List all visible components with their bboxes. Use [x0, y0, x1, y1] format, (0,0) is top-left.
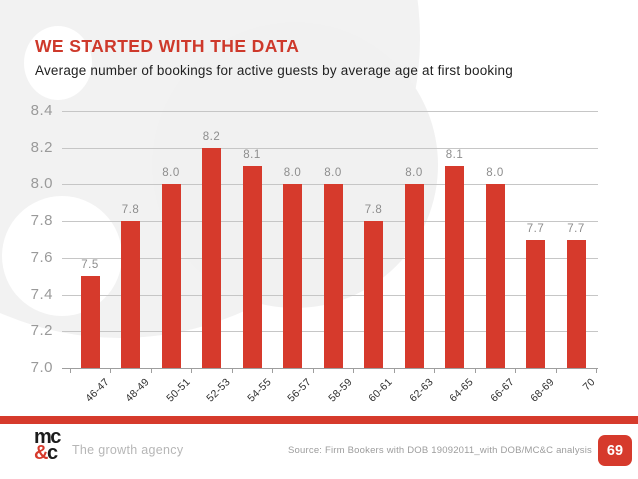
bar-value-label: 8.0 [283, 167, 302, 180]
x-axis-label: 56-57 [285, 376, 314, 405]
x-axis-tick [515, 369, 517, 373]
gridline [62, 147, 598, 149]
page-number: 69 [606, 442, 624, 459]
bar-value-label: 8.0 [405, 167, 423, 180]
bar [526, 239, 545, 368]
x-axis-tick [434, 369, 436, 373]
bar-chart: 8.4 8.2 8.0 7.8 7.6 7.4 7.2 7.0 7.5 7.8 8.0 8.2 8.1 8… [30, 102, 598, 405]
background-watermark-hole [24, 26, 92, 100]
x-axis-tick [272, 369, 274, 373]
logo-ampersand: & [34, 441, 48, 464]
x-axis-label: 60-61 [366, 376, 395, 405]
x-axis-label: 52-53 [204, 376, 233, 405]
bar-value-label: 7.5 [81, 259, 99, 272]
x-axis-label: 66-67 [487, 376, 517, 405]
bar-value-label: 8.2 [202, 130, 221, 143]
y-axis-label: 8.2 [30, 138, 53, 156]
gridline [62, 368, 598, 369]
footer: mc &c The growth agency Source: Firm Boo… [0, 424, 638, 479]
x-axis-label: 70 [580, 376, 598, 394]
bar [404, 184, 424, 368]
y-axis-label: 7.6 [30, 248, 53, 266]
x-axis-tick [393, 369, 395, 373]
x-axis-tick [596, 369, 598, 373]
x-axis-tick [474, 369, 476, 373]
bar [80, 276, 100, 368]
bar [283, 184, 302, 368]
bar [364, 221, 383, 368]
bar-value-label: 8.0 [486, 167, 504, 180]
x-axis-tick [150, 369, 152, 373]
bar [323, 184, 343, 368]
background-watermark-hole [2, 196, 122, 316]
bar [566, 239, 586, 368]
source-text: Source: Firm Bookers with DOB 19092011_w… [288, 445, 592, 456]
x-axis-label: 64-65 [447, 376, 476, 405]
mcc-logo: mc &c [34, 427, 61, 464]
x-axis-tick [191, 369, 193, 373]
bar [202, 147, 221, 368]
bar [242, 166, 262, 368]
slide-title: WE STARTED WITH THE DATA [35, 36, 300, 56]
x-axis-tick [69, 369, 71, 373]
y-axis-label: 8.0 [30, 175, 53, 193]
bar-value-label: 8.1 [243, 149, 261, 162]
x-axis-label: 62-63 [406, 376, 436, 405]
x-axis-tick [312, 369, 314, 373]
bar-value-label: 8.0 [162, 167, 180, 180]
gridline [62, 111, 598, 112]
bar-value-label: 8.0 [324, 167, 342, 180]
bar [445, 166, 464, 368]
logo-tagline: The growth agency [72, 443, 184, 457]
x-axis-tick [110, 369, 112, 373]
footer-divider-bar [0, 416, 638, 424]
x-axis-label: 68-69 [528, 376, 557, 405]
y-axis-label: 7.4 [30, 285, 53, 303]
logo-text-mc: mc [34, 426, 61, 448]
bar-value-label: 7.8 [121, 204, 140, 217]
x-axis-label: 46-47 [82, 376, 112, 405]
x-axis-label: 58-59 [325, 376, 355, 405]
x-axis-tick [555, 369, 557, 373]
x-axis-label: 54-55 [244, 376, 274, 405]
bar-value-label: 7.7 [567, 222, 585, 235]
bar [485, 184, 505, 368]
x-axis-tick [353, 369, 355, 373]
x-axis-label: 50-51 [163, 376, 193, 405]
chart-title: Average number of bookings for active gu… [35, 63, 513, 78]
bar [121, 221, 140, 368]
logo-text-c: c [46, 441, 58, 464]
x-axis-label: 48-49 [123, 376, 152, 405]
page-number-badge: 69 [598, 435, 632, 466]
bar-value-label: 7.8 [364, 204, 383, 217]
bar-value-label: 8.1 [445, 149, 464, 162]
y-axis-label: 7.2 [30, 322, 53, 340]
y-axis-label: 8.4 [30, 102, 53, 119]
y-axis-label: 7.8 [30, 212, 53, 230]
bar-value-label: 7.7 [526, 222, 545, 235]
bar [161, 184, 181, 368]
x-axis-tick [231, 369, 233, 373]
y-axis-label: 7.0 [30, 359, 53, 376]
